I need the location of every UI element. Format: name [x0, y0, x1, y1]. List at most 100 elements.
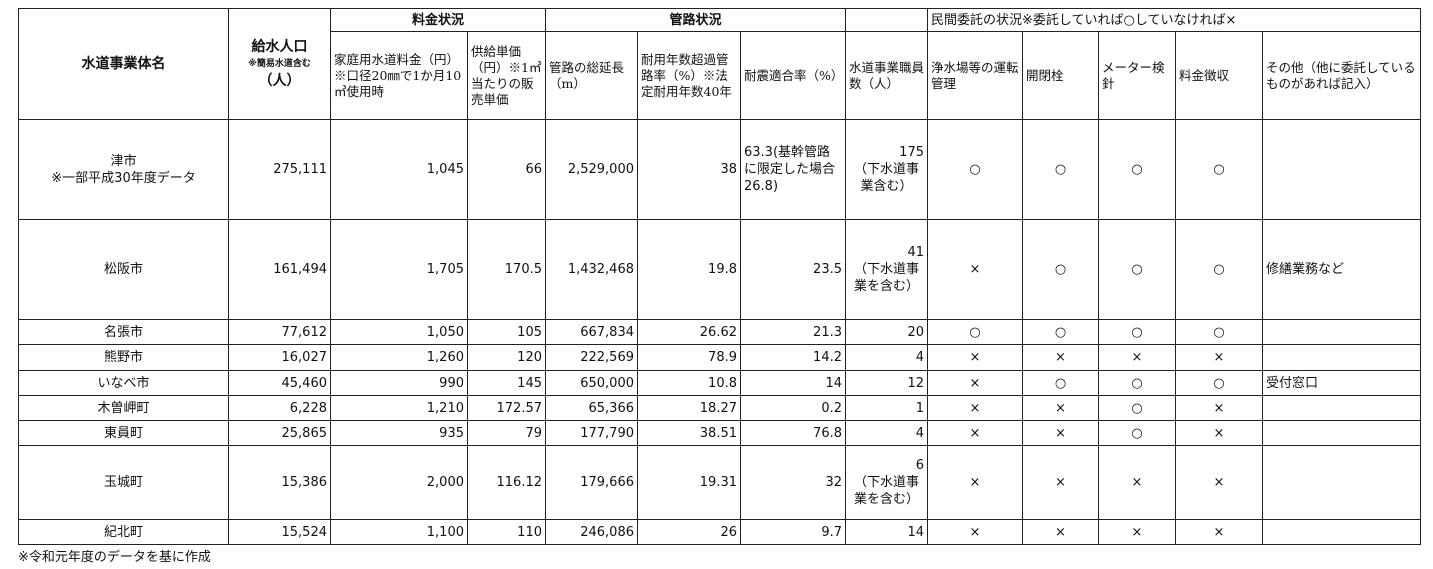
cell-aged: 19.8 — [637, 219, 741, 320]
cell-staff: 1 — [845, 395, 928, 421]
cell-aged: 26.62 — [637, 319, 741, 345]
header-empty — [845, 8, 928, 32]
table-row: 紀北町 15,524 1,100 110 246,086 26 9.7 14 × × × × — [18, 519, 1421, 545]
cell-aged: 38.51 — [637, 420, 741, 446]
cell-valve: × — [1022, 519, 1099, 545]
cell-valve: × — [1022, 445, 1099, 520]
cell-plant: × — [927, 370, 1023, 396]
cell-length: 246,086 — [545, 519, 638, 545]
staff-line: 4 — [915, 425, 924, 441]
table-row: いなべ市 45,460 990 145 650,000 10.8 14 12 × ○ ○ ○ 受付窓口 — [18, 370, 1421, 396]
cell-aged: 78.9 — [637, 344, 741, 371]
cell-length: 650,000 — [545, 370, 638, 396]
cell-other: 受付窓口 — [1262, 370, 1421, 396]
cell-name: 松阪市 — [18, 219, 229, 320]
cell-billing: × — [1175, 445, 1263, 520]
cell-billing: × — [1175, 420, 1263, 446]
cell-price: 116.12 — [467, 445, 546, 520]
cell-other — [1262, 445, 1421, 520]
cell-price: 170.5 — [467, 219, 546, 320]
cell-price: 120 — [467, 344, 546, 371]
quake-line: 76.8 — [813, 425, 842, 441]
cell-population: 161,494 — [228, 219, 331, 320]
header-meter: メーター検針 — [1098, 31, 1176, 120]
footnote: ※令和元年度のデータを基に作成 — [18, 550, 211, 565]
cell-plant: × — [927, 395, 1023, 421]
name-line: 玉城町 — [103, 475, 143, 490]
cell-fee: 1,100 — [330, 519, 468, 545]
cell-quake: 9.7 — [740, 519, 846, 545]
cell-price: 66 — [467, 119, 546, 220]
table-row: 名張市 77,612 1,050 105 667,834 26.62 21.3 20 ○ ○ ○ ○ — [18, 319, 1421, 345]
cell-aged: 18.27 — [637, 395, 741, 421]
cell-name: 熊野市 — [18, 344, 229, 371]
cell-staff: 41 （下水道事業を含む） — [845, 219, 928, 320]
cell-length: 179,666 — [545, 445, 638, 520]
header-fee-group: 料金状況 — [330, 8, 546, 32]
cell-meter: ○ — [1098, 119, 1176, 220]
cell-quake: 21.3 — [740, 319, 846, 345]
cell-meter: ○ — [1098, 420, 1176, 446]
cell-plant: × — [927, 445, 1023, 520]
header-valve: 開閉栓 — [1022, 31, 1099, 120]
cell-aged: 19.31 — [637, 445, 741, 520]
header-plant-operation: 浄水場等の運転管理 — [927, 31, 1023, 120]
quake-line: 14.2 — [813, 350, 842, 365]
table-row: 玉城町 15,386 2,000 116.12 179,666 19.31 32 6 （下水道事… — [18, 445, 1421, 520]
cell-population: 16,027 — [228, 344, 331, 371]
cell-other — [1262, 119, 1421, 220]
cell-length: 1,432,468 — [545, 219, 638, 320]
cell-name: 東員町 — [18, 420, 229, 446]
cell-meter: ○ — [1098, 370, 1176, 396]
header-aged-ratio: 耐用年数超過管路率（%）※法定耐用年数40年 — [637, 31, 741, 120]
cell-price: 110 — [467, 519, 546, 545]
cell-population: 275,111 — [228, 119, 331, 220]
cell-valve: ○ — [1022, 219, 1099, 320]
table-row: 熊野市 16,027 1,260 120 222,569 78.9 14.2 4 × × × × — [18, 344, 1421, 371]
name-line: 熊野市 — [103, 350, 143, 365]
cell-quake: 32 — [740, 445, 846, 520]
header-pipe-length: 管路の総延長（m） — [545, 31, 638, 120]
cell-name: 木曽岬町 — [18, 395, 229, 421]
cell-fee: 1,260 — [330, 344, 468, 371]
cell-valve: × — [1022, 395, 1099, 421]
cell-valve: ○ — [1022, 119, 1099, 220]
table-body: 津市 ※一部平成30年度データ 275,111 1,045 66 2,529,000 38 6… — [18, 119, 1421, 545]
population-label: 給水人口 — [251, 38, 308, 55]
cell-valve: ○ — [1022, 370, 1099, 396]
table-row: 松阪市 161,494 1,705 170.5 1,432,468 19.8 23.5 41 （… — [18, 219, 1421, 320]
header-staff: 水道事業職員数（人） — [845, 31, 928, 120]
quake-line: 63.3(基幹管路に限定した場合26.8) — [744, 145, 836, 194]
cell-plant: × — [927, 344, 1023, 371]
cell-meter: ○ — [1098, 319, 1176, 345]
header-other: その他（他に委託しているものがあれば記入） — [1262, 31, 1421, 120]
cell-population: 15,386 — [228, 445, 331, 520]
cell-price: 145 — [467, 370, 546, 396]
table-row: 木曽岬町 6,228 1,210 172.57 65,366 18.27 0.2 1 × × ○ × — [18, 395, 1421, 421]
cell-staff: 20 — [845, 319, 928, 345]
cell-fee: 1,705 — [330, 219, 468, 320]
cell-other — [1262, 395, 1421, 421]
staff-line: 14 — [907, 524, 924, 540]
staff-line: （下水道事業含む） — [853, 162, 919, 194]
name-line: 松阪市 — [103, 262, 143, 277]
cell-fee: 935 — [330, 420, 468, 446]
cell-population: 77,612 — [228, 319, 331, 345]
cell-meter: × — [1098, 519, 1176, 545]
header-quake-ratio: 耐震適合率（%） — [740, 31, 846, 120]
cell-billing: × — [1175, 395, 1263, 421]
name-line: 東員町 — [103, 425, 143, 441]
quake-line: 23.5 — [813, 262, 842, 277]
cell-aged: 26 — [637, 519, 741, 545]
population-note: ※簡易水道含む — [248, 58, 311, 69]
cell-name: 名張市 — [18, 319, 229, 345]
staff-line: 12 — [907, 375, 924, 391]
cell-population: 45,460 — [228, 370, 331, 396]
cell-staff: 4 — [845, 344, 928, 371]
table-row: 津市 ※一部平成30年度データ 275,111 1,045 66 2,529,000 38 6… — [18, 119, 1421, 220]
cell-fee: 2,000 — [330, 445, 468, 520]
cell-plant: × — [927, 219, 1023, 320]
cell-plant: ○ — [927, 319, 1023, 345]
cell-billing: ○ — [1175, 370, 1263, 396]
water-utility-table: 水道事業体名 給水人口 ※簡易水道含む （人） 料金状況 管路状況 民間委託の状況※… — [18, 8, 1421, 545]
